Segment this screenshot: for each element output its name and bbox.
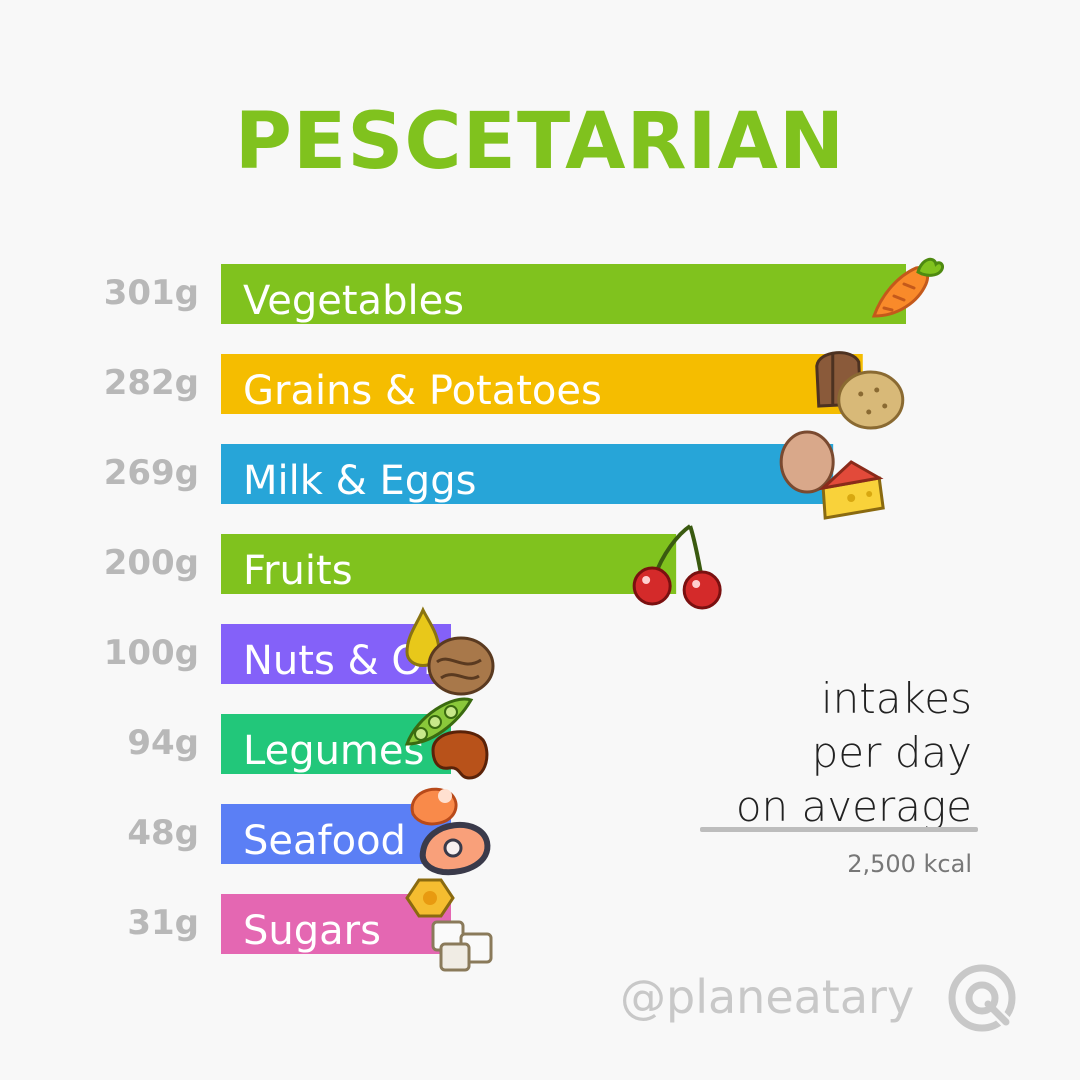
cherries-icon <box>632 524 722 610</box>
value-label: 301g <box>104 273 199 313</box>
honey-sugar-cubes-icon <box>405 878 493 972</box>
egg-cheese-icon <box>779 430 885 520</box>
value-label: 269g <box>104 453 199 493</box>
value-label: 48g <box>127 813 199 853</box>
note-divider <box>700 827 978 832</box>
category-label: Legumes <box>243 728 424 774</box>
carrot-icon <box>871 257 944 318</box>
category-label: Grains & Potatoes <box>243 368 602 414</box>
note-line-3: on average <box>735 782 972 831</box>
note-line-1: intakes <box>820 674 972 723</box>
category-label: Sugars <box>243 908 381 954</box>
peapod-bean-icon <box>404 697 489 780</box>
bar <box>221 354 863 414</box>
social-handle: @planeatary <box>620 970 915 1024</box>
value-label: 282g <box>104 363 199 403</box>
planeatary-logo-icon <box>948 964 1016 1032</box>
category-label: Milk & Eggs <box>243 458 476 504</box>
value-label: 31g <box>127 903 199 943</box>
value-label: 200g <box>104 543 199 583</box>
shrimp-salmon-icon <box>410 787 491 876</box>
category-label: Vegetables <box>243 278 464 324</box>
kcal-label: 2,500 kcal <box>847 850 972 878</box>
note-line-2: per day <box>811 728 972 777</box>
value-label: 100g <box>104 633 199 673</box>
bar <box>221 444 834 504</box>
bar <box>221 264 906 324</box>
value-label: 94g <box>127 723 199 763</box>
category-label: Fruits <box>243 548 353 594</box>
chart-note: intakes per day on average <box>652 672 972 834</box>
bar <box>221 534 677 594</box>
chart-title: PESCETARIAN <box>234 97 846 187</box>
bread-potato-icon <box>815 351 905 430</box>
oil-walnut-icon <box>405 606 495 696</box>
category-label: Seafood <box>243 818 406 864</box>
